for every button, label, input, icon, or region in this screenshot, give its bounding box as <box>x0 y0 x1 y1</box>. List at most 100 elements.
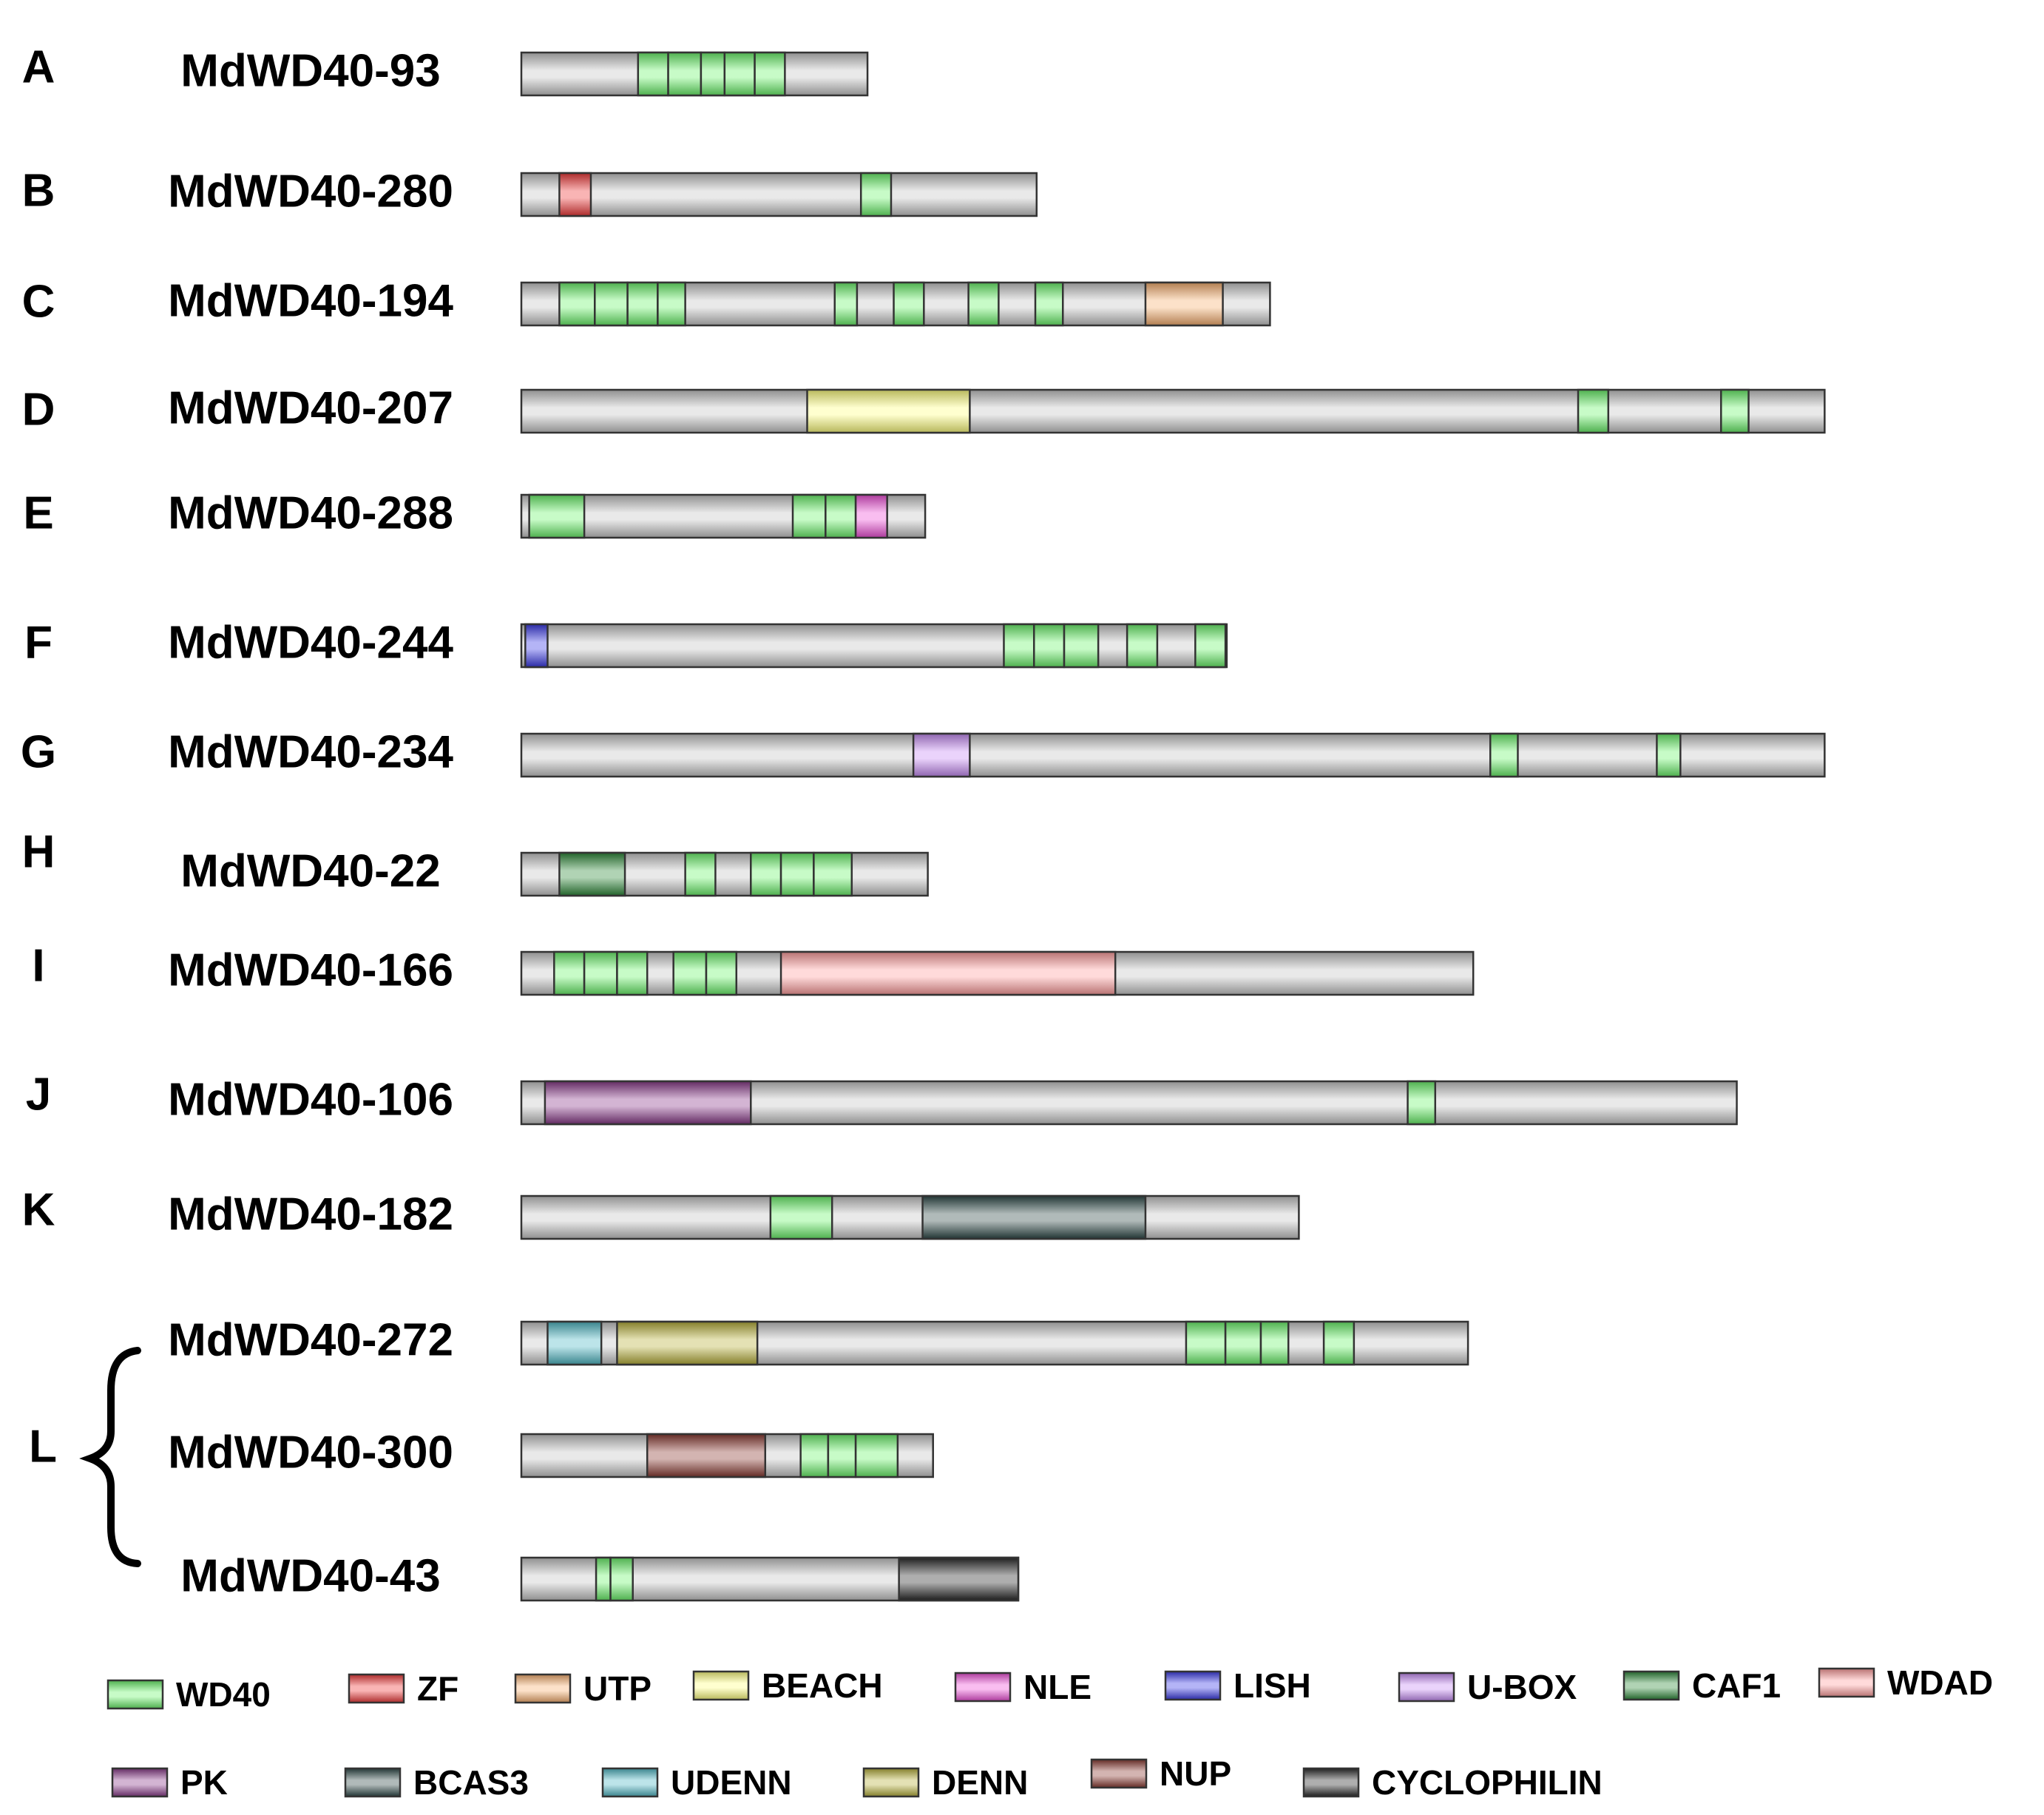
protein-name-mdwd40-207: MdWD40-207 <box>168 382 453 433</box>
legend-label: LISH <box>1233 1666 1311 1705</box>
legend-label: NUP <box>1160 1754 1231 1793</box>
legend-item-zf: ZF <box>348 1669 458 1708</box>
legend-swatch <box>111 1767 169 1798</box>
wd40-domain <box>833 281 859 327</box>
wd40-domain <box>779 851 815 897</box>
legend-label: BEACH <box>762 1666 883 1705</box>
group-letter-k: K <box>22 1184 55 1235</box>
legend-swatch <box>692 1670 750 1701</box>
wdad-domain <box>779 950 1117 996</box>
protein-bar-mdwd40-207 <box>520 388 1826 434</box>
wd40-domain <box>1126 623 1159 669</box>
wd40-domain <box>672 950 708 996</box>
cyclophilin-domain <box>898 1556 1020 1602</box>
group-brace <box>79 1347 141 1567</box>
beach-domain <box>806 388 971 434</box>
legend-label: CAF1 <box>1692 1666 1781 1705</box>
wd40-domain <box>667 51 703 97</box>
wd40-domain <box>528 493 586 539</box>
legend-item-beach: BEACH <box>692 1666 883 1705</box>
legend-item-wd40: WD40 <box>106 1675 271 1714</box>
denn-domain <box>616 1320 759 1366</box>
group-letter-c: C <box>22 276 55 327</box>
legend-item-pk: PK <box>111 1763 228 1802</box>
protein-name-mdwd40-43: MdWD40-43 <box>180 1550 440 1601</box>
u-box-domain <box>912 732 971 778</box>
legend-label: CYCLOPHILIN <box>1372 1763 1603 1802</box>
legend-swatch <box>514 1673 572 1704</box>
legend-label: WD40 <box>176 1675 271 1714</box>
legend-swatch <box>601 1767 659 1798</box>
protein-name-mdwd40-93: MdWD40-93 <box>180 45 440 96</box>
wd40-domain <box>799 1433 830 1478</box>
legend-swatch <box>954 1672 1012 1703</box>
protein-name-mdwd40-22: MdWD40-22 <box>180 845 440 896</box>
legend-swatch <box>1818 1667 1875 1698</box>
lish-domain <box>524 623 549 669</box>
protein-name-mdwd40-182: MdWD40-182 <box>168 1189 453 1240</box>
wd40-domain <box>1034 281 1064 327</box>
wd40-domain <box>1032 623 1066 669</box>
wd40-domain <box>1224 1320 1262 1366</box>
legend-label: ZF <box>417 1669 458 1708</box>
wd40-domain <box>558 281 596 327</box>
legend-item-utp: UTP <box>514 1669 652 1708</box>
legend-label: UTP <box>583 1669 652 1708</box>
wd40-domain <box>723 51 756 97</box>
wd40-domain <box>791 493 827 539</box>
caf1-domain <box>558 851 626 897</box>
bcas3-domain <box>921 1194 1147 1240</box>
group-letter-f: F <box>24 617 53 668</box>
protein-bar-mdwd40-43 <box>520 1556 1020 1602</box>
protein-backbone <box>520 732 1826 778</box>
legend-item-u-box: U-BOX <box>1398 1668 1577 1706</box>
wd40-domain <box>1322 1320 1356 1366</box>
nup-domain <box>646 1433 767 1478</box>
wd40-domain <box>769 1194 833 1240</box>
wd40-domain <box>1720 388 1750 434</box>
wd40-domain <box>637 51 669 97</box>
group-letter-g: G <box>21 726 56 777</box>
wd40-domain <box>859 172 893 217</box>
legend-label: NLE <box>1023 1668 1092 1706</box>
wd40-domain <box>1577 388 1610 434</box>
nle-domain <box>854 493 888 539</box>
protein-backbone <box>520 172 1038 217</box>
legend-item-cyclophilin: CYCLOPHILIN <box>1302 1763 1603 1802</box>
protein-name-mdwd40-272: MdWD40-272 <box>168 1314 453 1365</box>
protein-bar-mdwd40-288 <box>520 493 927 539</box>
legend-label: PK <box>180 1763 228 1802</box>
wd40-domain <box>684 851 717 897</box>
protein-bar-mdwd40-182 <box>520 1194 1300 1240</box>
protein-name-mdwd40-244: MdWD40-244 <box>168 617 453 668</box>
wd40-domain <box>893 281 925 327</box>
wd40-domain <box>700 51 726 97</box>
legend: WD40 ZF UTP BEACH NLE LISH U-BOX CAF1 WDAD PK BCAS… <box>106 1663 1993 1802</box>
group-letter-i: I <box>32 940 44 991</box>
group-letter-l: L <box>29 1421 57 1472</box>
wd40-domain <box>754 51 786 97</box>
legend-swatch <box>106 1679 164 1710</box>
group-letter-e: E <box>23 487 53 538</box>
wd40-domain <box>750 851 782 897</box>
protein-name-mdwd40-234: MdWD40-234 <box>168 726 453 777</box>
protein-bar-mdwd40-244 <box>520 623 1228 669</box>
wd40-domain <box>813 851 853 897</box>
group-letter-b: B <box>22 165 55 216</box>
legend-label: BCAS3 <box>413 1763 529 1802</box>
protein-bar-mdwd40-234 <box>520 732 1826 778</box>
protein-bar-mdwd40-22 <box>520 851 929 897</box>
legend-label: DENN <box>932 1763 1028 1802</box>
wd40-domain <box>1185 1320 1227 1366</box>
protein-name-mdwd40-106: MdWD40-106 <box>168 1074 453 1125</box>
protein-backbone <box>520 1194 1300 1240</box>
wd40-domain <box>1194 623 1227 669</box>
wd40-domain <box>827 1433 857 1478</box>
wd40-domain <box>595 1556 612 1602</box>
legend-swatch <box>344 1767 402 1798</box>
wd40-domain <box>1003 623 1035 669</box>
legend-swatch <box>1398 1672 1455 1703</box>
pk-domain <box>544 1080 752 1126</box>
protein-bar-mdwd40-93 <box>520 51 869 97</box>
